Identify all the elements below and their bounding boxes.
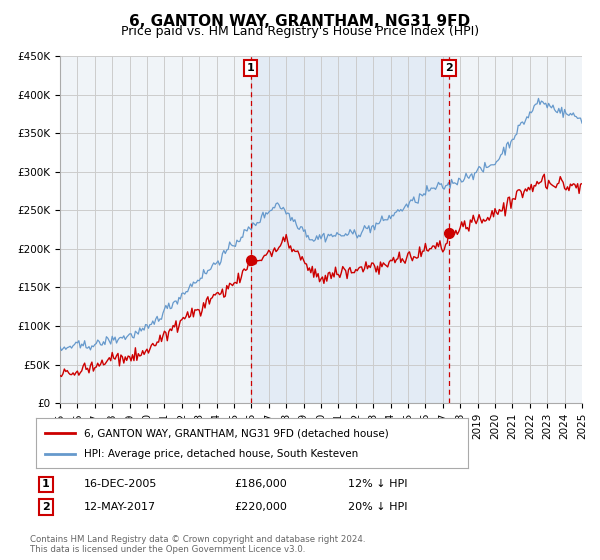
Text: 6, GANTON WAY, GRANTHAM, NG31 9FD (detached house): 6, GANTON WAY, GRANTHAM, NG31 9FD (detac… [83, 428, 388, 438]
Text: 2: 2 [445, 63, 453, 73]
Text: 12% ↓ HPI: 12% ↓ HPI [348, 479, 407, 489]
Text: HPI: Average price, detached house, South Kesteven: HPI: Average price, detached house, Sout… [83, 449, 358, 459]
Text: Contains HM Land Registry data © Crown copyright and database right 2024.
This d: Contains HM Land Registry data © Crown c… [30, 535, 365, 554]
Text: 6, GANTON WAY, GRANTHAM, NG31 9FD: 6, GANTON WAY, GRANTHAM, NG31 9FD [130, 14, 470, 29]
Text: Price paid vs. HM Land Registry's House Price Index (HPI): Price paid vs. HM Land Registry's House … [121, 25, 479, 38]
Text: £186,000: £186,000 [234, 479, 287, 489]
Text: 12-MAY-2017: 12-MAY-2017 [84, 502, 156, 512]
Text: 16-DEC-2005: 16-DEC-2005 [84, 479, 157, 489]
Text: 2: 2 [42, 502, 50, 512]
Text: 20% ↓ HPI: 20% ↓ HPI [348, 502, 407, 512]
Text: 1: 1 [247, 63, 254, 73]
Bar [251, 56, 449, 403]
Text: £220,000: £220,000 [234, 502, 287, 512]
Text: 1: 1 [42, 479, 50, 489]
